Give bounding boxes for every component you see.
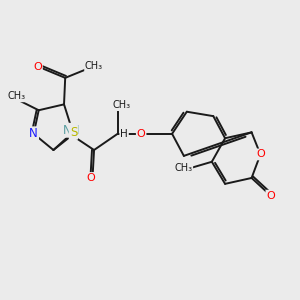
Text: CH₃: CH₃ bbox=[174, 163, 192, 173]
Text: O: O bbox=[87, 173, 95, 183]
Text: O: O bbox=[33, 62, 42, 72]
Text: NH: NH bbox=[63, 124, 81, 137]
Text: O: O bbox=[256, 149, 265, 159]
Text: H: H bbox=[120, 129, 128, 139]
Text: S: S bbox=[70, 126, 77, 139]
Text: CH₃: CH₃ bbox=[112, 100, 130, 110]
Text: O: O bbox=[266, 190, 275, 201]
Text: CH₃: CH₃ bbox=[8, 92, 26, 101]
Text: O: O bbox=[137, 129, 146, 139]
Text: N: N bbox=[29, 127, 38, 140]
Text: CH₃: CH₃ bbox=[85, 61, 103, 71]
